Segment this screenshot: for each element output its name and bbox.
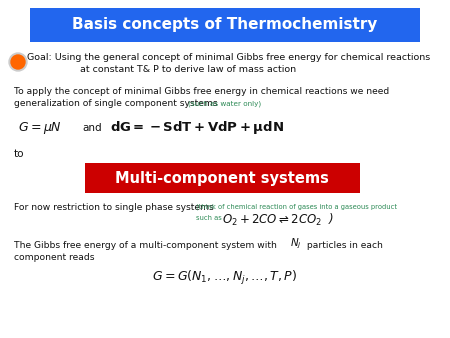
Text: The Gibbs free energy of a multi-component system with: The Gibbs free energy of a multi-compone… <box>14 241 280 250</box>
Text: Multi-component systems: Multi-component systems <box>115 170 329 186</box>
Text: such as: such as <box>196 215 222 221</box>
Text: Basis concepts of Thermochemistry: Basis concepts of Thermochemistry <box>72 18 378 32</box>
Text: component reads: component reads <box>14 254 94 263</box>
Text: To apply the concept of minimal Gibbs free energy in chemical reactions we need: To apply the concept of minimal Gibbs fr… <box>14 88 389 97</box>
Text: $O_2 + 2CO \rightleftharpoons 2CO_2$  ): $O_2 + 2CO \rightleftharpoons 2CO_2$ ) <box>222 212 334 228</box>
FancyBboxPatch shape <box>85 163 360 193</box>
Text: $G = G(N_1, \ldots, N_j, \ldots, T, P)$: $G = G(N_1, \ldots, N_j, \ldots, T, P)$ <box>153 269 297 287</box>
Text: at constant T& P to derive law of mass action: at constant T& P to derive law of mass a… <box>80 66 296 74</box>
Text: Goal: Using the general concept of minimal Gibbs free energy for chemical reacti: Goal: Using the general concept of minim… <box>27 53 430 63</box>
Text: (such as water only): (such as water only) <box>188 101 261 107</box>
Text: For now restriction to single phase systems: For now restriction to single phase syst… <box>14 203 216 213</box>
Text: $\mathbf{dG = -SdT + VdP + \mu dN}$: $\mathbf{dG = -SdT + VdP + \mu dN}$ <box>110 120 284 137</box>
Text: $N_j$: $N_j$ <box>290 237 302 251</box>
Text: to: to <box>14 149 24 159</box>
Circle shape <box>11 55 25 69</box>
Text: particles in each: particles in each <box>304 241 383 250</box>
Text: (think of chemical reaction of gases into a gaseous product: (think of chemical reaction of gases int… <box>196 204 397 210</box>
Text: generalization of single component systems: generalization of single component syste… <box>14 99 220 108</box>
Circle shape <box>9 53 27 71</box>
Text: and: and <box>82 123 102 133</box>
FancyBboxPatch shape <box>30 8 420 42</box>
Text: $G = \mu N$: $G = \mu N$ <box>18 120 62 136</box>
